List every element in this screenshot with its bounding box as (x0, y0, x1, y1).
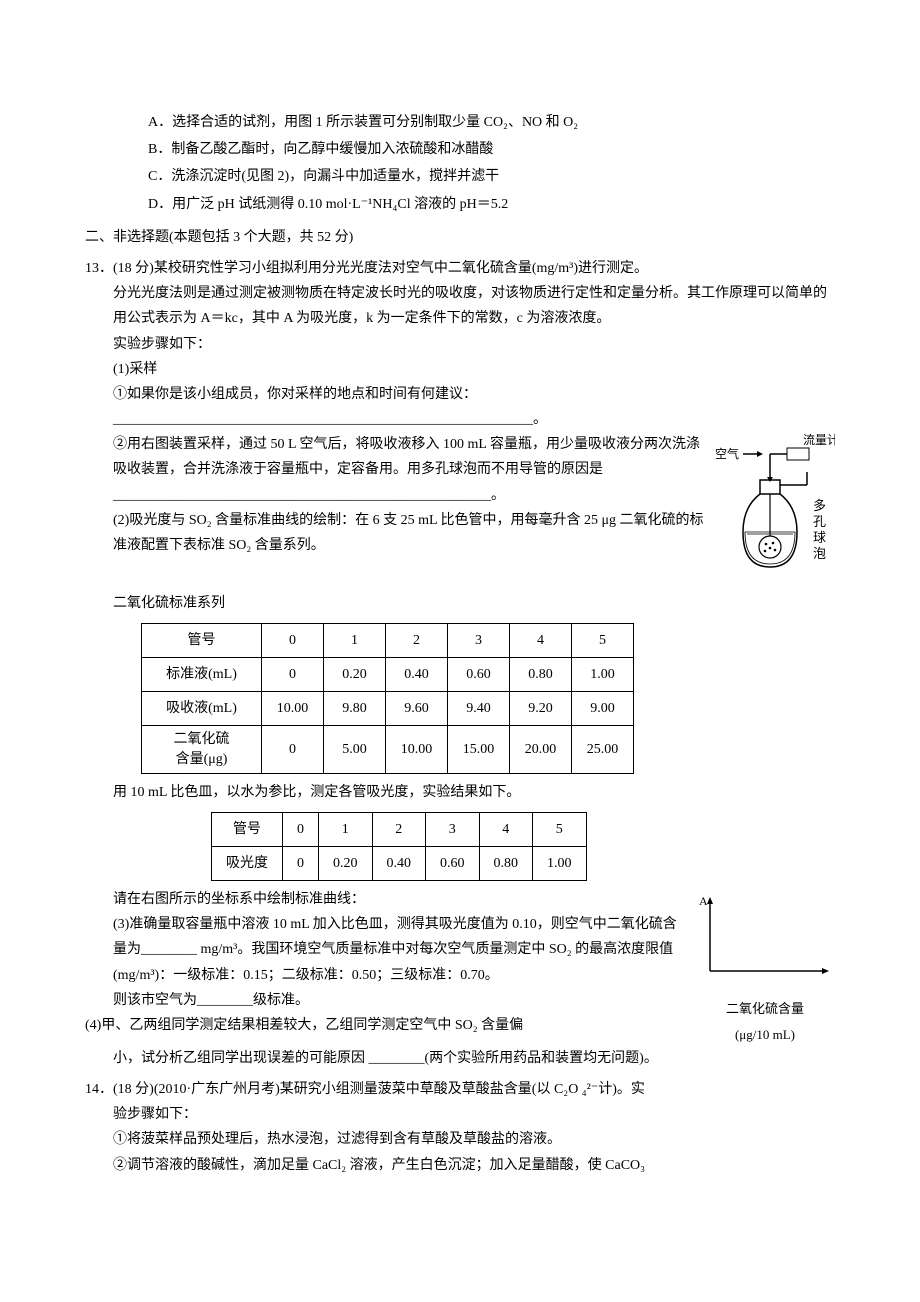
table-cell: 4 (479, 812, 533, 846)
table-row: 二氧化硫含量(μg) 0 5.00 10.00 15.00 20.00 25.0… (142, 726, 634, 774)
table-cell: 9.40 (448, 692, 510, 726)
table-cell: 0.80 (479, 846, 533, 880)
q13-step4b: 小，试分析乙组同学出现误差的可能原因 ________(两个实验所用药品和装置均… (113, 1046, 835, 1071)
table-cell: 5 (533, 812, 587, 846)
table-cell: 1.00 (533, 846, 587, 880)
q13-step1-1: ①如果你是该小组成员，你对采样的地点和时间有何建议： (113, 382, 835, 407)
question-13: 13．(18 分)某校研究性学习小组拟利用分光光度法对空气中二氧化硫含量(mg/… (85, 256, 835, 1071)
question-14: 14．(18 分)(2010·广东广州月考)某研究小组测量菠菜中草酸及草酸盐含量… (85, 1077, 835, 1178)
table-cell: 吸光度 (212, 846, 283, 880)
so2-standard-table: 管号 0 1 2 3 4 5 标准液(mL) 0 0.20 0.40 0.60 … (141, 623, 634, 775)
table-cell: 2 (372, 812, 426, 846)
axis-y-label: A (699, 894, 708, 908)
table-cell: 0.20 (324, 657, 386, 691)
table-cell: 5.00 (324, 726, 386, 774)
table-cell: 0.60 (448, 657, 510, 691)
svg-text:孔: 孔 (813, 514, 826, 529)
q13-step1-label: (1)采样 (113, 357, 835, 382)
absorbance-table: 管号 0 1 2 3 4 5 吸光度 0 0.20 0.40 0.60 0.80… (211, 812, 587, 881)
axis-figure: A 二氧化硫含量 (μg/10 mL) (695, 891, 835, 1046)
svg-text:球: 球 (813, 530, 826, 545)
table-cell: 0 (262, 657, 324, 691)
table-cell: 0 (283, 846, 319, 880)
table-cell: 二氧化硫含量(μg) (142, 726, 262, 774)
table-cell: 9.60 (386, 692, 448, 726)
table-cell: 9.00 (572, 692, 634, 726)
section-2-title: 二、非选择题(本题包括 3 个大题，共 52 分) (85, 225, 835, 250)
option-b: B．制备乙酸乙酯时，向乙醇中缓慢加入浓硫酸和冰醋酸 (85, 137, 835, 162)
q13-intro: 分光光度法则是通过测定被测物质在特定波长时光的吸收度，对该物质进行定性和定量分析… (113, 281, 835, 331)
q13-header: 13．(18 分)某校研究性学习小组拟利用分光光度法对空气中二氧化硫含量(mg/… (85, 256, 835, 281)
table-cell: 9.20 (510, 692, 572, 726)
table-cell: 吸收液(mL) (142, 692, 262, 726)
q14-step2: ②调节溶液的酸碱性，滴加足量 CaCl₂ 溶液，产生白色沉淀；加入足量醋酸，使 … (113, 1153, 835, 1178)
q14-header: 14．(18 分)(2010·广东广州月考)某研究小组测量菠菜中草酸及草酸盐含量… (85, 1077, 835, 1102)
svg-text:泡: 泡 (813, 546, 826, 561)
table-cell: 0 (262, 623, 324, 657)
axis-x-label-2: (μg/10 mL) (695, 1023, 835, 1046)
table-cell: 25.00 (572, 726, 634, 774)
table-cell: 0.40 (386, 657, 448, 691)
option-c: C．洗涤沉淀时(见图 2)，向漏斗中加适量水，搅拌并滤干 (85, 164, 835, 189)
table-cell: 20.00 (510, 726, 572, 774)
table-cell: 3 (448, 623, 510, 657)
q14-step1: ①将菠菜样品预处理后，热水浸泡，过滤得到含有草酸及草酸盐的溶液。 (113, 1127, 835, 1152)
table-cell: 管号 (212, 812, 283, 846)
axis-x-label-1: 二氧化硫含量 (695, 997, 835, 1020)
table-cell: 3 (426, 812, 480, 846)
table-cell: 15.00 (448, 726, 510, 774)
table-row: 吸收液(mL) 10.00 9.80 9.60 9.40 9.20 9.00 (142, 692, 634, 726)
q13-step1-1-blank: ________________________________________… (113, 407, 835, 432)
q14-header2: 验步骤如下： (113, 1102, 835, 1127)
q13-table1-title: 二氧化硫标准系列 (113, 591, 835, 616)
table-cell: 0.40 (372, 846, 426, 880)
table-cell: 10.00 (262, 692, 324, 726)
table-cell: 1 (324, 623, 386, 657)
table-cell: 5 (572, 623, 634, 657)
bubble-label: 多 (813, 498, 826, 513)
table-row: 吸光度 0 0.20 0.40 0.60 0.80 1.00 (212, 846, 587, 880)
table-cell: 9.80 (324, 692, 386, 726)
option-d: D．用广泛 pH 试纸测得 0.10 mol·L⁻¹NH₄Cl 溶液的 pH＝5… (85, 192, 835, 217)
table-row: 管号 0 1 2 3 4 5 (212, 812, 587, 846)
table-cell: 0 (262, 726, 324, 774)
table-cell: 0.20 (319, 846, 373, 880)
table-cell: 0.60 (426, 846, 480, 880)
table-cell: 0 (283, 812, 319, 846)
apparatus-figure: 流量计 空气 (715, 432, 835, 591)
table-cell: 1 (319, 812, 373, 846)
table-cell: 标准液(mL) (142, 657, 262, 691)
q13-steps-label: 实验步骤如下： (113, 332, 835, 357)
air-label: 空气 (715, 446, 739, 461)
table-cell: 管号 (142, 623, 262, 657)
table-cell: 0.80 (510, 657, 572, 691)
table-cell: 2 (386, 623, 448, 657)
flow-meter-label: 流量计 (803, 433, 835, 447)
table-cell: 4 (510, 623, 572, 657)
table-row: 标准液(mL) 0 0.20 0.40 0.60 0.80 1.00 (142, 657, 634, 691)
table-cell: 10.00 (386, 726, 448, 774)
table-row: 管号 0 1 2 3 4 5 (142, 623, 634, 657)
q13-table2-intro: 用 10 mL 比色皿，以水为参比，测定各管吸光度，实验结果如下。 (113, 780, 835, 805)
option-a: A．选择合适的试剂，用图 1 所示装置可分别制取少量 CO₂、NO 和 O₂ (85, 110, 835, 135)
table-cell: 1.00 (572, 657, 634, 691)
